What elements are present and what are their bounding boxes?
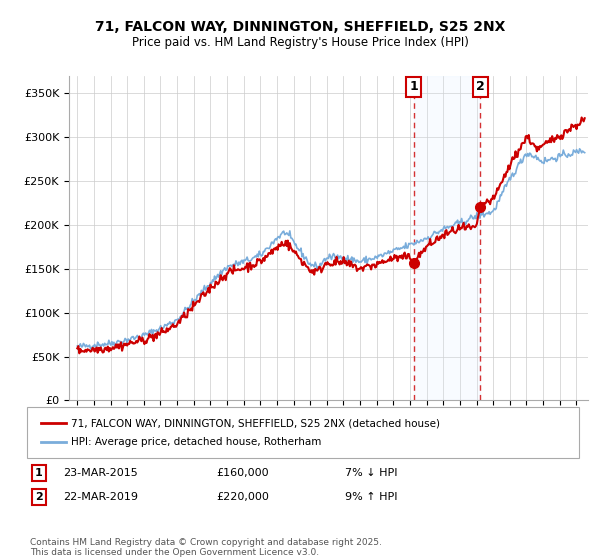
Text: 23-MAR-2015: 23-MAR-2015 [63,468,138,478]
Text: 22-MAR-2019: 22-MAR-2019 [63,492,138,502]
Text: 1: 1 [409,81,418,94]
Text: 71, FALCON WAY, DINNINGTON, SHEFFIELD, S25 2NX (detached house): 71, FALCON WAY, DINNINGTON, SHEFFIELD, S… [71,418,440,428]
Text: Contains HM Land Registry data © Crown copyright and database right 2025.
This d: Contains HM Land Registry data © Crown c… [30,538,382,557]
Text: 2: 2 [476,81,485,94]
Text: 7% ↓ HPI: 7% ↓ HPI [345,468,398,478]
Text: £220,000: £220,000 [216,492,269,502]
Text: £160,000: £160,000 [216,468,269,478]
Text: 71, FALCON WAY, DINNINGTON, SHEFFIELD, S25 2NX: 71, FALCON WAY, DINNINGTON, SHEFFIELD, S… [95,20,505,34]
Text: Price paid vs. HM Land Registry's House Price Index (HPI): Price paid vs. HM Land Registry's House … [131,36,469,49]
Text: 9% ↑ HPI: 9% ↑ HPI [345,492,398,502]
Text: 1: 1 [35,468,43,478]
Text: 2: 2 [35,492,43,502]
Text: HPI: Average price, detached house, Rotherham: HPI: Average price, detached house, Roth… [71,437,321,447]
Bar [413,76,480,400]
